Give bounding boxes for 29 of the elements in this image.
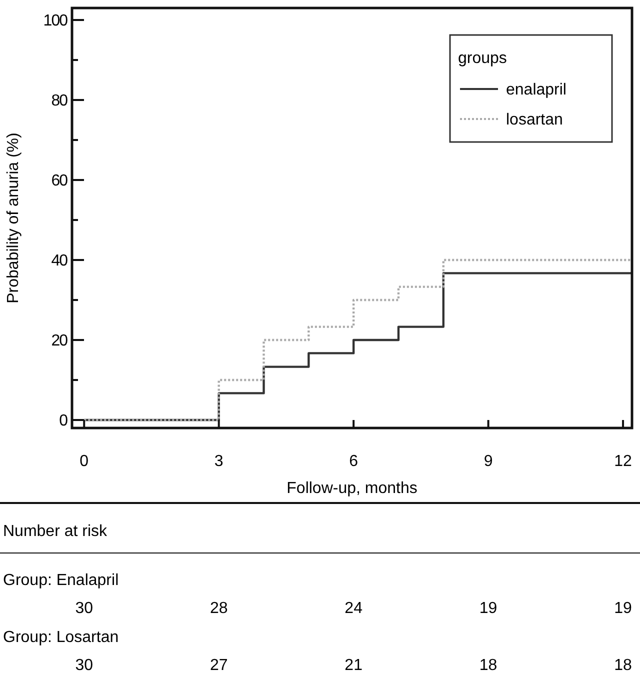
y-axis-title: Probability of anuria (%) — [5, 132, 22, 304]
legend-title: groups — [458, 50, 507, 67]
y-tick-label: 0 — [59, 412, 68, 430]
text: 30 — [75, 600, 94, 617]
y-tick-label: 20 — [51, 332, 68, 350]
x-tick-label: 9 — [484, 453, 493, 470]
x-axis-title: Follow-up, months — [286, 480, 418, 497]
text: 27 — [210, 657, 228, 674]
legend-label: enalapril — [506, 82, 566, 99]
text: Number at risk — [3, 523, 108, 540]
text: 18 — [479, 657, 498, 674]
y-tick-label: 60 — [51, 172, 68, 190]
text: 18 — [614, 657, 632, 674]
y-tick-label: 40 — [51, 252, 68, 270]
x-tick-label: 0 — [80, 453, 89, 470]
text: 30 — [75, 657, 94, 674]
y-tick-label: 80 — [51, 92, 68, 110]
x-tick-label: 6 — [349, 453, 358, 470]
text: 28 — [210, 600, 228, 617]
x-tick-label: 3 — [214, 453, 224, 470]
text: Group: Losartan — [3, 629, 119, 646]
x-tick-label: 12 — [614, 453, 632, 470]
legend-label: losartan — [506, 112, 563, 129]
text: 24 — [344, 600, 363, 617]
text: 19 — [614, 600, 632, 617]
text: 21 — [344, 657, 363, 674]
text: Group: Enalapril — [3, 572, 119, 589]
text: 19 — [479, 600, 498, 617]
y-tick-label: 100 — [43, 12, 68, 30]
